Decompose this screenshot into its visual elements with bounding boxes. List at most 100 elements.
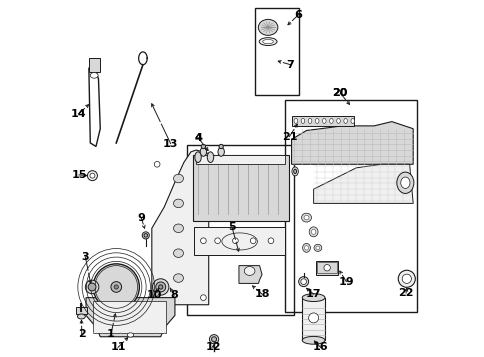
Text: 5: 5: [227, 221, 235, 231]
Ellipse shape: [268, 238, 273, 243]
Bar: [192, 155, 288, 221]
Polygon shape: [291, 122, 412, 164]
Ellipse shape: [232, 238, 238, 243]
Bar: [302, 298, 324, 340]
Text: 1: 1: [107, 329, 115, 339]
Text: 21: 21: [281, 131, 297, 141]
Ellipse shape: [87, 171, 97, 181]
Polygon shape: [239, 266, 261, 283]
Bar: [76, 307, 87, 314]
Polygon shape: [313, 164, 412, 203]
Ellipse shape: [154, 161, 160, 167]
Text: 14: 14: [71, 109, 87, 119]
Text: 11: 11: [110, 342, 125, 352]
Ellipse shape: [173, 274, 183, 282]
Ellipse shape: [301, 213, 311, 222]
Ellipse shape: [302, 243, 310, 252]
Ellipse shape: [304, 246, 308, 250]
Ellipse shape: [322, 119, 325, 124]
Ellipse shape: [308, 313, 318, 323]
Ellipse shape: [93, 264, 139, 310]
Ellipse shape: [396, 172, 413, 193]
Ellipse shape: [127, 333, 134, 337]
Ellipse shape: [400, 177, 409, 188]
Ellipse shape: [397, 270, 414, 287]
Ellipse shape: [158, 285, 163, 289]
Ellipse shape: [308, 227, 318, 237]
Ellipse shape: [343, 119, 347, 124]
Ellipse shape: [173, 249, 183, 257]
Ellipse shape: [111, 282, 121, 292]
Polygon shape: [86, 298, 175, 337]
Ellipse shape: [303, 215, 308, 220]
Ellipse shape: [323, 265, 330, 271]
Text: 12: 12: [205, 342, 221, 352]
Ellipse shape: [262, 40, 273, 44]
Ellipse shape: [144, 233, 147, 237]
Text: 6: 6: [294, 10, 302, 20]
Ellipse shape: [302, 336, 324, 344]
Ellipse shape: [302, 294, 324, 302]
Ellipse shape: [298, 277, 308, 287]
Ellipse shape: [85, 280, 99, 294]
Ellipse shape: [311, 229, 315, 234]
Ellipse shape: [308, 119, 311, 124]
Polygon shape: [151, 150, 208, 305]
Ellipse shape: [152, 291, 158, 297]
Bar: [316, 261, 337, 275]
Text: 2: 2: [78, 329, 86, 339]
Ellipse shape: [219, 144, 223, 149]
Ellipse shape: [195, 152, 201, 162]
Bar: [194, 226, 285, 255]
Ellipse shape: [244, 267, 255, 275]
Ellipse shape: [258, 38, 276, 45]
Text: 17: 17: [305, 289, 321, 299]
Bar: [93, 301, 166, 333]
Text: 4: 4: [194, 132, 201, 142]
Ellipse shape: [211, 337, 216, 342]
Text: 8: 8: [170, 290, 178, 300]
Ellipse shape: [88, 283, 96, 291]
Ellipse shape: [200, 238, 206, 243]
Ellipse shape: [329, 119, 333, 124]
Bar: [187, 145, 293, 316]
Text: 15: 15: [71, 170, 87, 180]
Bar: [317, 262, 336, 273]
Ellipse shape: [301, 119, 304, 124]
Text: 13: 13: [163, 139, 178, 149]
Text: 22: 22: [397, 288, 413, 298]
Ellipse shape: [250, 238, 256, 243]
Text: 18: 18: [254, 289, 269, 299]
Bar: [255, 8, 299, 95]
Ellipse shape: [200, 147, 206, 156]
Ellipse shape: [173, 224, 183, 232]
Ellipse shape: [201, 144, 205, 149]
Ellipse shape: [315, 119, 318, 124]
Ellipse shape: [200, 295, 206, 301]
Ellipse shape: [155, 282, 166, 292]
Ellipse shape: [313, 244, 321, 251]
Ellipse shape: [293, 119, 297, 124]
Ellipse shape: [173, 174, 183, 183]
Ellipse shape: [152, 279, 168, 295]
Ellipse shape: [300, 279, 306, 285]
Bar: [291, 116, 353, 126]
Text: 7: 7: [286, 60, 294, 70]
Ellipse shape: [291, 167, 298, 176]
Bar: [89, 57, 99, 72]
Ellipse shape: [258, 19, 277, 35]
Text: 19: 19: [338, 277, 353, 287]
Ellipse shape: [209, 335, 218, 344]
Ellipse shape: [315, 246, 319, 250]
Ellipse shape: [90, 72, 98, 78]
Ellipse shape: [214, 238, 220, 243]
Ellipse shape: [350, 119, 354, 124]
Ellipse shape: [173, 199, 183, 208]
Ellipse shape: [336, 119, 340, 124]
Bar: [196, 155, 285, 164]
Text: 16: 16: [312, 342, 328, 352]
Text: 4: 4: [194, 132, 201, 142]
Ellipse shape: [293, 169, 296, 174]
Bar: [285, 100, 416, 312]
Text: 10: 10: [146, 290, 162, 300]
